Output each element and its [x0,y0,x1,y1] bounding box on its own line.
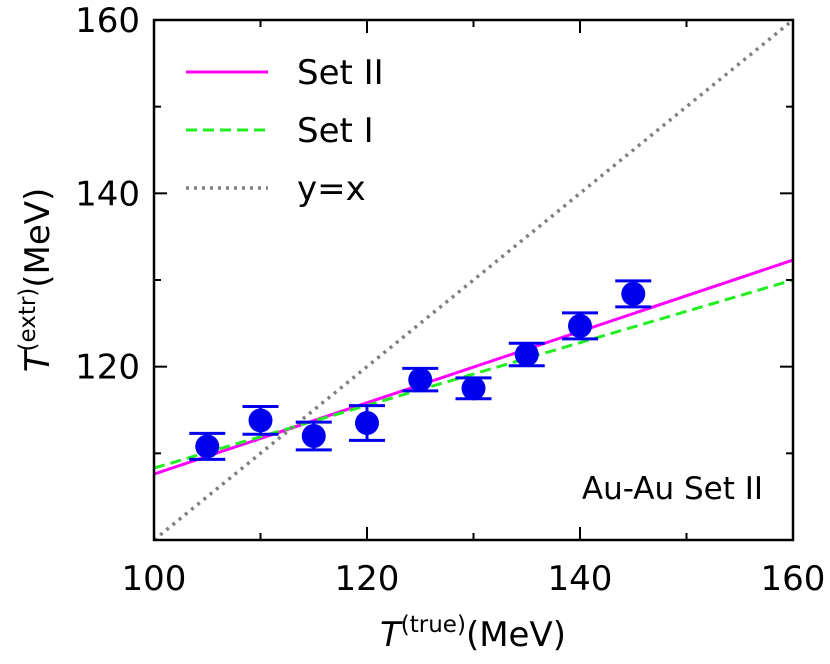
legend-label: Set II [297,53,384,93]
point-marker [195,434,220,459]
data-point [508,341,545,368]
data-point [562,311,598,341]
point-marker [408,367,433,392]
data-point [189,431,226,461]
data-point [242,405,279,436]
legend: Set II Set I y=x [186,53,384,209]
x-axis-unit: (MeV) [466,615,566,655]
y-tick-label: 120 [75,348,140,388]
x-axis-label: T(true)(MeV) [380,612,566,655]
legend-label: Set I [297,111,374,151]
point-marker [461,376,486,401]
y-tick-label: 140 [75,174,140,214]
x-axis-superscript: (true) [401,612,466,638]
y-axis-unit: (MeV) [18,188,58,288]
x-axis-symbol: T [380,615,403,655]
point-marker [621,281,646,306]
data-point [402,366,439,393]
data-point [349,404,385,442]
y-tick-label: 160 [75,1,140,41]
data-point [615,279,652,309]
point-marker [568,313,592,338]
x-tick-label: 100 [122,559,187,599]
data-point [295,420,332,452]
series-layer [154,20,793,540]
point-marker [355,411,379,435]
point-marker [301,424,326,448]
series-line-set-i [154,278,793,470]
point-marker [248,408,273,433]
series-line-y-x [154,20,793,540]
y-axis-symbol: T [18,349,58,372]
legend-label: y=x [297,169,366,209]
series-line-set-ii [154,258,793,476]
data-point [455,376,492,401]
annotation-label: Au-Au Set II [582,471,763,507]
x-tick-label: 140 [548,559,613,599]
y-axis-superscript: (extr) [15,288,41,352]
x-tick-label: 160 [761,559,826,599]
point-marker [514,342,539,367]
points-layer [189,279,652,461]
ticks-layer: 100 120 140 160 120 140 160 [75,1,825,599]
y-axis-label: T(extr)(MeV) [15,188,58,373]
x-tick-label: 120 [335,559,400,599]
